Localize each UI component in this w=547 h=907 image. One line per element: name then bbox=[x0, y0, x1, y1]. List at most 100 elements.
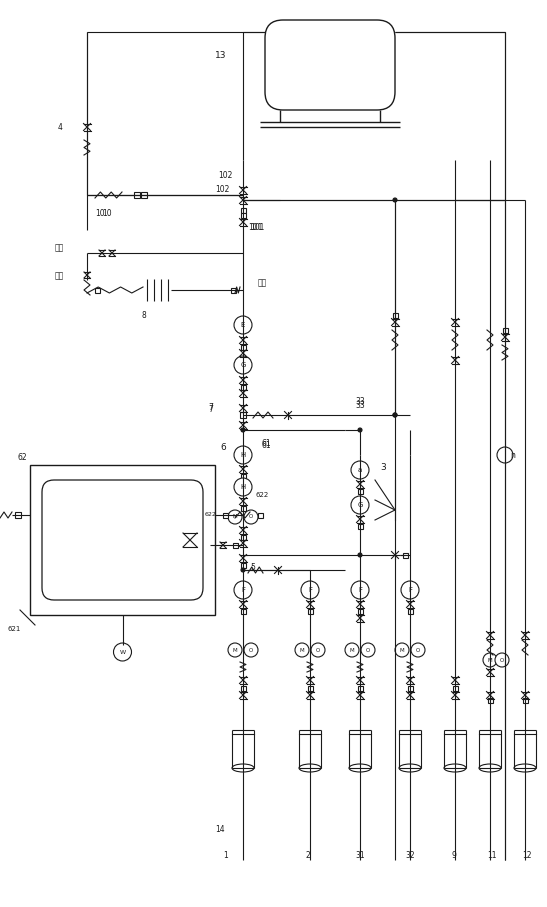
Circle shape bbox=[234, 316, 252, 334]
Bar bbox=[307, 686, 312, 690]
Bar bbox=[258, 512, 263, 518]
Text: M: M bbox=[488, 658, 492, 662]
Circle shape bbox=[234, 446, 252, 464]
Text: a: a bbox=[358, 467, 362, 473]
Ellipse shape bbox=[444, 764, 466, 772]
Text: 102: 102 bbox=[215, 186, 229, 194]
Text: 101: 101 bbox=[248, 223, 263, 232]
Circle shape bbox=[497, 447, 513, 463]
Text: 11: 11 bbox=[487, 851, 497, 860]
Text: 1: 1 bbox=[223, 851, 228, 860]
Text: 2: 2 bbox=[305, 851, 310, 860]
Bar bbox=[358, 489, 363, 493]
Text: H: H bbox=[240, 484, 246, 490]
Text: 13: 13 bbox=[215, 51, 226, 60]
Text: 62: 62 bbox=[18, 453, 28, 462]
Bar bbox=[503, 327, 508, 333]
Text: M: M bbox=[350, 648, 354, 652]
Text: 6: 6 bbox=[220, 443, 226, 452]
Text: 3: 3 bbox=[380, 463, 386, 473]
Circle shape bbox=[393, 198, 397, 202]
Text: E: E bbox=[241, 322, 245, 328]
Circle shape bbox=[393, 413, 397, 417]
Bar bbox=[241, 562, 246, 568]
Circle shape bbox=[228, 643, 242, 657]
Bar bbox=[393, 313, 398, 317]
Bar bbox=[30, 465, 215, 615]
Circle shape bbox=[244, 643, 258, 657]
Text: 33: 33 bbox=[355, 397, 365, 406]
Circle shape bbox=[234, 478, 252, 496]
Circle shape bbox=[234, 581, 252, 599]
Bar bbox=[241, 385, 246, 389]
Circle shape bbox=[358, 428, 362, 432]
Bar bbox=[240, 412, 246, 418]
Circle shape bbox=[351, 496, 369, 514]
Bar bbox=[230, 288, 236, 292]
Bar bbox=[241, 534, 246, 540]
Bar bbox=[241, 208, 246, 212]
Text: 10: 10 bbox=[102, 209, 112, 218]
Circle shape bbox=[483, 653, 497, 667]
Text: 33: 33 bbox=[355, 401, 365, 409]
Bar bbox=[241, 473, 246, 479]
Bar bbox=[452, 686, 457, 690]
Text: W: W bbox=[119, 649, 126, 655]
Ellipse shape bbox=[399, 764, 421, 772]
Text: O: O bbox=[500, 658, 504, 662]
Bar bbox=[358, 686, 363, 690]
Bar bbox=[95, 288, 100, 292]
Text: G: G bbox=[240, 362, 246, 368]
Text: M: M bbox=[400, 648, 404, 652]
Bar bbox=[241, 212, 246, 218]
Circle shape bbox=[244, 510, 258, 524]
Bar bbox=[358, 609, 363, 613]
Text: H: H bbox=[240, 452, 246, 458]
Bar bbox=[408, 609, 412, 613]
Text: O: O bbox=[416, 648, 420, 652]
Text: 61: 61 bbox=[262, 438, 272, 447]
Bar bbox=[522, 697, 527, 703]
Circle shape bbox=[228, 510, 242, 524]
Circle shape bbox=[401, 581, 419, 599]
Circle shape bbox=[295, 643, 309, 657]
Circle shape bbox=[241, 428, 245, 432]
Circle shape bbox=[311, 643, 325, 657]
Text: 622: 622 bbox=[205, 512, 217, 518]
Bar bbox=[223, 512, 228, 518]
Ellipse shape bbox=[299, 764, 321, 772]
Text: M: M bbox=[232, 514, 237, 520]
Ellipse shape bbox=[349, 764, 371, 772]
Ellipse shape bbox=[514, 764, 536, 772]
Circle shape bbox=[361, 643, 375, 657]
Text: 621: 621 bbox=[8, 626, 21, 632]
Text: F: F bbox=[408, 587, 412, 593]
Text: 31: 31 bbox=[355, 851, 365, 860]
Circle shape bbox=[393, 413, 397, 417]
Text: O: O bbox=[249, 648, 253, 652]
Text: 10: 10 bbox=[95, 209, 104, 218]
Text: F: F bbox=[308, 587, 312, 593]
Text: 12: 12 bbox=[522, 851, 532, 860]
Circle shape bbox=[395, 643, 409, 657]
Text: O: O bbox=[316, 648, 320, 652]
Text: G: G bbox=[357, 502, 363, 508]
Bar bbox=[487, 697, 492, 703]
Circle shape bbox=[351, 581, 369, 599]
Circle shape bbox=[351, 461, 369, 479]
Text: 32: 32 bbox=[405, 851, 415, 860]
Text: 取样: 取样 bbox=[55, 271, 64, 280]
Bar bbox=[307, 609, 312, 613]
Bar bbox=[232, 542, 237, 548]
Ellipse shape bbox=[479, 764, 501, 772]
Text: 7: 7 bbox=[208, 405, 213, 414]
Bar bbox=[241, 505, 246, 511]
Text: 4: 4 bbox=[58, 122, 63, 132]
Circle shape bbox=[113, 643, 131, 661]
Text: 7: 7 bbox=[208, 404, 213, 413]
Text: O: O bbox=[249, 514, 253, 520]
Circle shape bbox=[234, 356, 252, 374]
Text: F: F bbox=[358, 587, 362, 593]
Text: 622: 622 bbox=[255, 492, 268, 498]
Text: 取样: 取样 bbox=[55, 243, 64, 252]
